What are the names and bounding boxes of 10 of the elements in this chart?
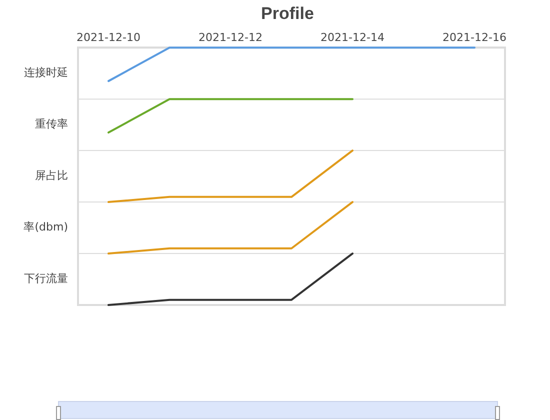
text: 屏占比: [35, 169, 68, 182]
text: 下行流量: [24, 272, 68, 286]
x-tick-label: 2021-12-14: [320, 30, 384, 44]
x-tick-label: 2021-12-16: [442, 30, 506, 44]
text: 连接时延: [24, 66, 68, 80]
chart-title: Profile: [261, 4, 314, 23]
text: 率(dbm): [24, 220, 68, 234]
x-tick-label: 2021-12-12: [198, 30, 262, 44]
x-tick-label: 2021-12-10: [76, 30, 140, 44]
text: 重传率: [35, 118, 68, 131]
